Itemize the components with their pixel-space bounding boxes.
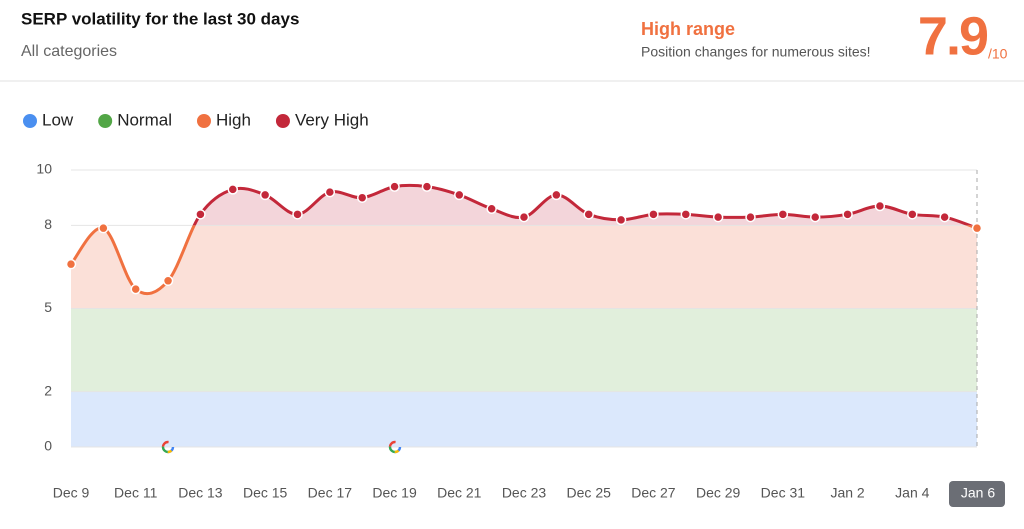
range-title: High range xyxy=(641,19,735,39)
x-tick-label: Dec 27 xyxy=(631,485,676,501)
legend-label: Normal xyxy=(117,110,172,129)
legend-swatch xyxy=(196,114,211,128)
data-point xyxy=(680,209,692,220)
data-point xyxy=(907,209,918,220)
data-point xyxy=(551,189,562,201)
x-tick-label: Jan 2 xyxy=(830,485,864,501)
x-tick-label: Dec 17 xyxy=(308,485,353,501)
x-tick-label: Jan 6 xyxy=(961,485,995,501)
data-point xyxy=(292,209,303,220)
data-point xyxy=(98,222,109,234)
data-point xyxy=(874,200,886,212)
data-point xyxy=(486,203,497,215)
data-point xyxy=(65,258,77,270)
data-point xyxy=(615,214,627,226)
data-point xyxy=(162,275,174,287)
x-tick-label: Dec 9 xyxy=(53,485,90,501)
subtitle: All categories xyxy=(21,43,117,60)
data-point xyxy=(421,181,433,192)
x-tick-label: Dec 11 xyxy=(114,485,158,501)
x-tick-label: Dec 31 xyxy=(761,485,806,501)
data-point xyxy=(389,181,400,192)
legend-label: Very High xyxy=(295,110,369,129)
band xyxy=(71,308,977,392)
data-point xyxy=(324,186,336,198)
legend-label: High xyxy=(216,110,251,129)
data-point xyxy=(518,211,530,223)
x-tick-label: Dec 15 xyxy=(243,485,288,501)
legend-swatch xyxy=(275,114,290,128)
x-tick-label: Dec 21 xyxy=(437,485,482,501)
data-point xyxy=(842,209,853,220)
legend-label: Low xyxy=(42,110,74,129)
google-update-icon xyxy=(388,440,402,454)
x-tick-label: Dec 23 xyxy=(502,485,547,501)
data-point xyxy=(454,189,465,201)
x-tick-label: Dec 25 xyxy=(567,485,612,501)
range-text: Position changes for numerous sites! xyxy=(641,44,871,60)
data-point xyxy=(227,184,239,195)
data-point xyxy=(356,192,368,203)
x-tick-label: Dec 13 xyxy=(178,485,223,501)
legend: Low Normal High Very High xyxy=(23,110,369,129)
data-point xyxy=(259,189,271,201)
data-point xyxy=(130,283,141,295)
legend-swatch xyxy=(23,114,37,128)
x-tick-label: Dec 29 xyxy=(696,485,741,501)
data-point xyxy=(971,222,983,234)
y-tick-label: 5 xyxy=(44,299,52,315)
google-update-icon xyxy=(161,440,175,454)
score: 7.9 xyxy=(918,6,988,66)
data-point xyxy=(809,211,821,223)
y-tick-label: 2 xyxy=(44,382,52,398)
band xyxy=(71,391,977,447)
score-max: /10 xyxy=(988,46,1008,62)
x-tick-label: Dec 19 xyxy=(372,485,417,501)
data-point xyxy=(583,209,594,220)
y-tick-label: 8 xyxy=(44,216,52,232)
title: SERP volatility for the last 30 days xyxy=(21,9,299,28)
data-point xyxy=(777,209,789,220)
plot: 0 2 5 8 10 Dec 9 Dec 11 Dec 13 Dec 15 Dec 17 Dec 1… xyxy=(36,161,1005,507)
data-point xyxy=(712,211,724,223)
data-point xyxy=(648,209,659,220)
x-tick-label: Jan 4 xyxy=(895,485,929,501)
y-tick-label: 0 xyxy=(44,438,52,454)
selected-label-bg xyxy=(949,481,1005,507)
legend-swatch xyxy=(98,114,113,128)
data-point xyxy=(195,209,206,220)
data-point xyxy=(939,211,950,223)
y-tick-label: 10 xyxy=(36,161,52,177)
band xyxy=(71,225,977,309)
data-point xyxy=(745,211,756,223)
